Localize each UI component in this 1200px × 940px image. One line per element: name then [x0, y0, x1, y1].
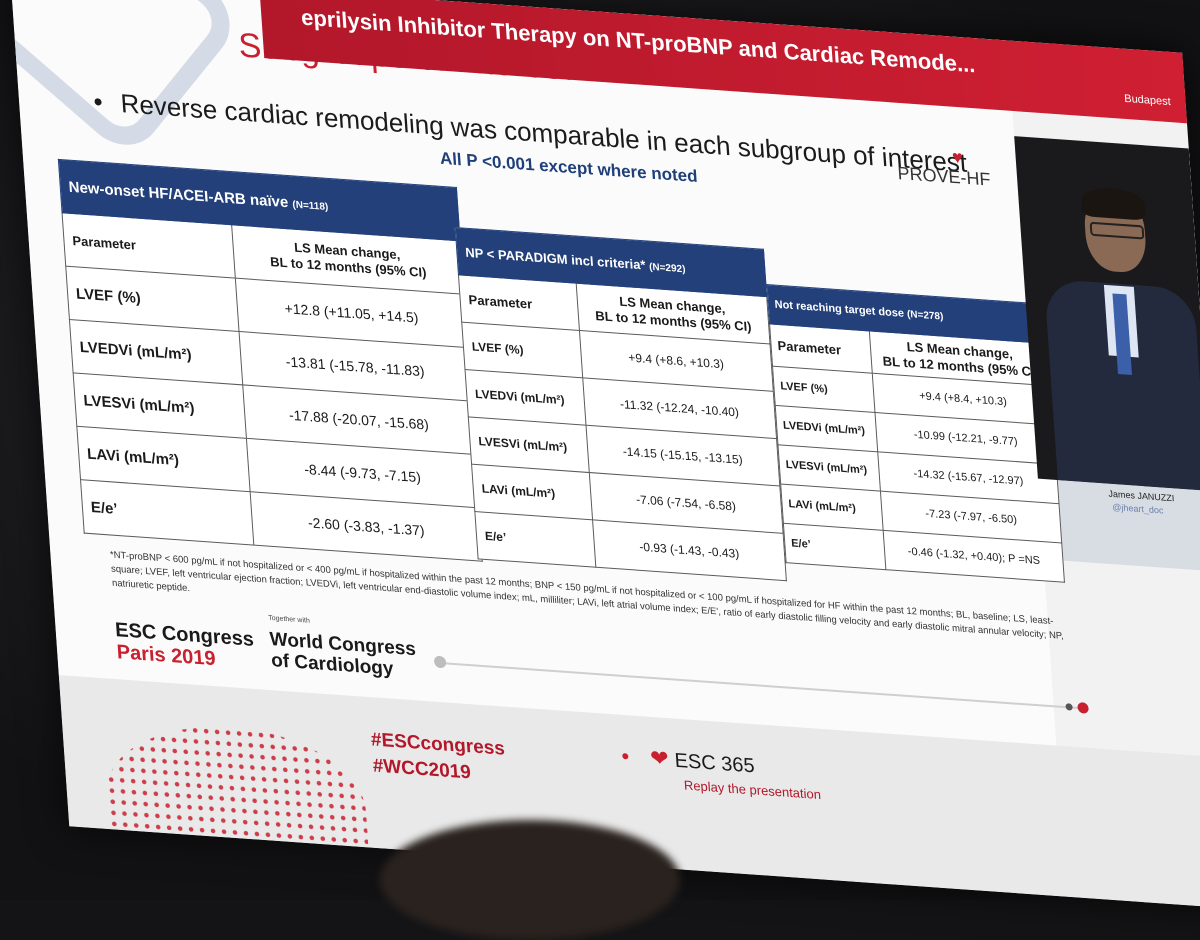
row-param: E/e’: [474, 511, 596, 568]
esc-congress-logo: ESC Congress Paris 2019: [114, 619, 256, 673]
subgroup-table-1: New-onset HF/ACEI-ARB naïve (N=118) Para…: [57, 158, 483, 562]
esc365-logo: ❤ ESC 365: [622, 744, 756, 779]
slide-progress-bar: [433, 655, 1089, 714]
session-location: Budapest: [1123, 92, 1172, 109]
audience-head-silhouette: [380, 820, 680, 940]
speaker-hair: [1080, 185, 1147, 221]
table-n: (N=278): [906, 308, 944, 323]
prove-hf-logo: ♥ PROVE-HF: [896, 147, 992, 191]
speaker-video: [1014, 136, 1200, 491]
progress-current-dot: [1077, 701, 1089, 714]
decorative-corner-shape: [10, 0, 246, 162]
hashtags: #ESCcongress #WCC2019: [370, 727, 507, 788]
row-param: LVESVi (mL/m²): [468, 416, 589, 473]
bullet-dot-icon: •: [92, 86, 104, 117]
progress-dot: [1065, 703, 1073, 711]
row-param: E/e’: [783, 523, 887, 570]
table-n: (N=118): [292, 198, 329, 213]
subgroup-table-3: Not reaching target dose (N=278) Paramet…: [766, 284, 1065, 583]
replay-text: Replay the presentation: [683, 777, 822, 803]
slide: Subgroups of interest •Reverse cardiac r…: [10, 0, 1089, 746]
progress-start-dot: [433, 655, 447, 669]
dotted-globe-graphic: [101, 718, 372, 888]
esc365-text: ESC 365: [673, 749, 756, 778]
esc365-dot-icon: [622, 753, 629, 760]
row-param: E/e’: [80, 479, 254, 546]
wcc-logo: World Congress of Cardiology: [269, 629, 418, 682]
table-n: (N=292): [648, 261, 686, 275]
session-title: eprilysin Inhibitor Therapy on NT-proBNP…: [300, 4, 976, 78]
together-with-label: Together with: [268, 614, 311, 625]
logo-text: PROVE-HF: [896, 162, 992, 190]
heart-icon: ❤: [649, 744, 670, 772]
heart-icon: ♥: [951, 146, 964, 168]
row-param: LAVi (mL/m²): [471, 464, 593, 520]
column-header-parameter: Parameter: [769, 323, 873, 374]
projection-screen: Subgroups of interest •Reverse cardiac r…: [10, 0, 1200, 910]
subgroup-table-2: NP < PARADIGM incl criteria* (N=292) Par…: [454, 226, 787, 582]
row-param: LVEF (%): [461, 322, 583, 378]
column-header-parameter: Parameter: [458, 274, 580, 331]
row-param: LVEDVi (mL/m²): [465, 369, 586, 426]
